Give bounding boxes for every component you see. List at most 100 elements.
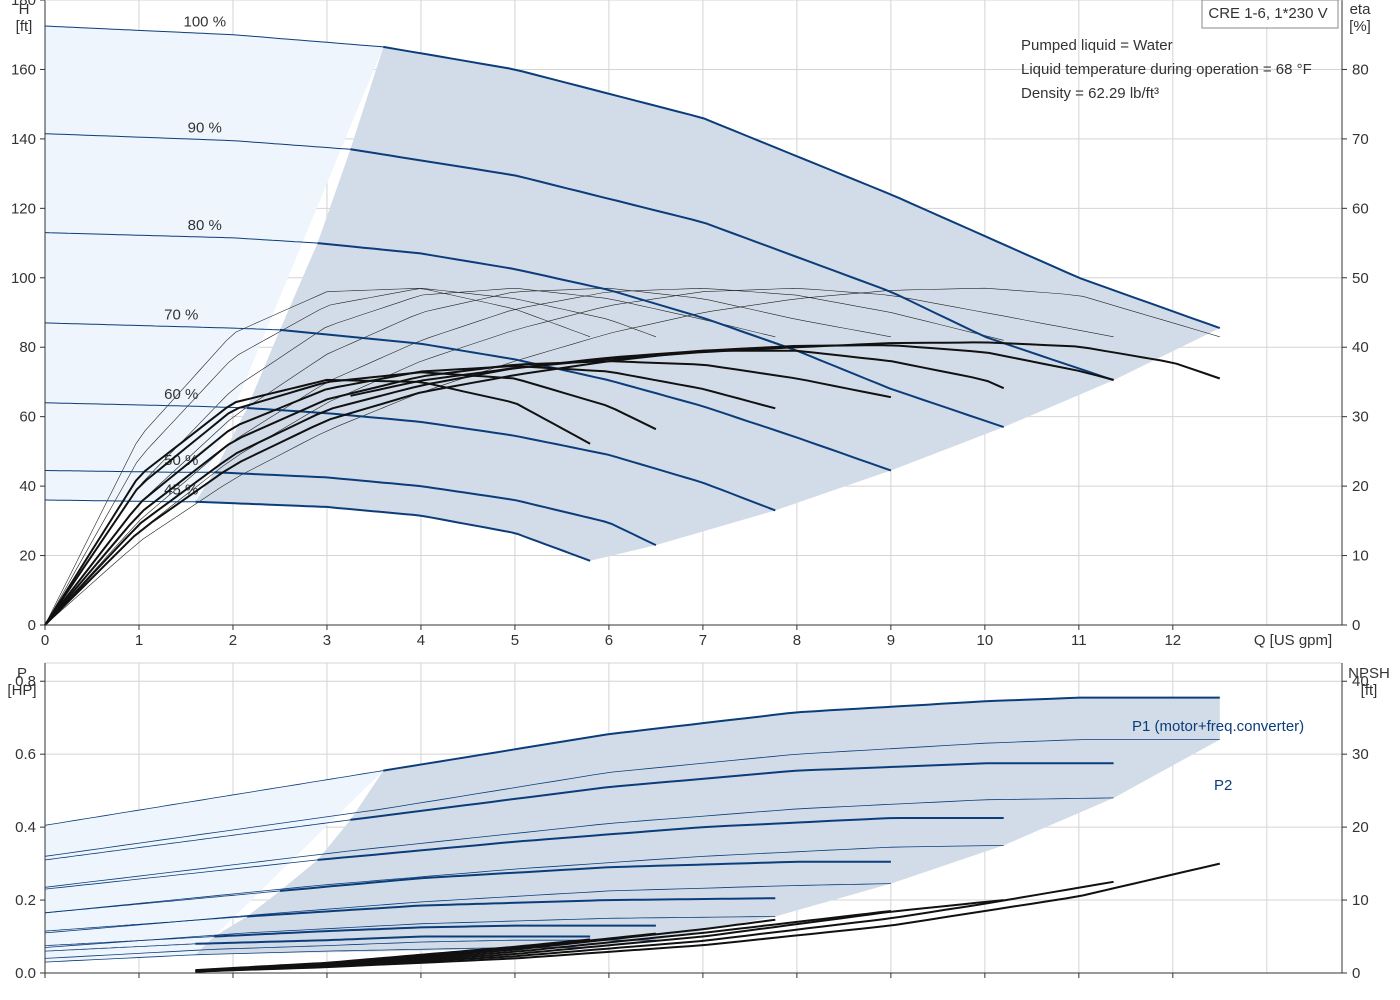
p1-curve-thin-3 bbox=[44, 890, 281, 914]
speed-label-2: 80 % bbox=[188, 217, 222, 234]
head-curve-thin-5 bbox=[45, 470, 215, 473]
head-efficiency-panel: 100 %90 %80 %70 %60 %50 %45 %02040608010… bbox=[11, 0, 1369, 649]
q-tick-label: 8 bbox=[793, 632, 801, 649]
head-curve-2 bbox=[317, 242, 1005, 429]
p-tick-label: 0.8 bbox=[15, 673, 36, 690]
q-tick-label: 2 bbox=[229, 632, 237, 649]
npsh-tick-label: 0 bbox=[1352, 965, 1360, 982]
head-curve-thin-2 bbox=[44, 232, 318, 244]
y-right-label-top-line2: [%] bbox=[1349, 18, 1371, 35]
eta-tick-label: 50 bbox=[1352, 270, 1369, 287]
h-tick-label: 20 bbox=[19, 548, 36, 565]
head-curve-0 bbox=[383, 45, 1221, 330]
npsh-tick-label: 40 bbox=[1352, 673, 1369, 690]
p2-curve-2 bbox=[44, 845, 1004, 914]
eta-tick-label: 20 bbox=[1352, 478, 1369, 495]
p-tick-label: 0.2 bbox=[15, 892, 36, 909]
x-axis-label: Q [US gpm] bbox=[1254, 632, 1332, 649]
h-tick-label: 80 bbox=[19, 339, 36, 356]
q-tick-label: 10 bbox=[977, 632, 994, 649]
p1-curve-3 bbox=[279, 860, 891, 892]
h-tick-label: 60 bbox=[19, 409, 36, 426]
p2-curve-1 bbox=[44, 797, 1114, 888]
info-line-3: Density = 62.29 lb/ft³ bbox=[1021, 85, 1159, 102]
title-box-text: CRE 1-6, 1*230 V bbox=[1208, 5, 1327, 22]
eta-tick-label: 0 bbox=[1352, 617, 1360, 634]
title-box bbox=[1201, 0, 1339, 29]
npsh-tick-label: 30 bbox=[1352, 746, 1369, 763]
eta-curve-5 bbox=[44, 378, 591, 626]
head-curve-thin-3 bbox=[44, 322, 281, 331]
q-tick-label: 0 bbox=[41, 632, 49, 649]
eta-tick-label: 60 bbox=[1352, 200, 1369, 217]
q-tick-label: 12 bbox=[1164, 632, 1181, 649]
p1-curve-thin-5 bbox=[44, 936, 215, 946]
p-tick-label: 0.6 bbox=[15, 746, 36, 763]
eta-range-curve-4 bbox=[44, 288, 776, 626]
q-tick-label: 6 bbox=[605, 632, 613, 649]
eta-curve-6 bbox=[350, 341, 1221, 397]
head-curve-5 bbox=[214, 471, 657, 547]
p1-curve-thin-0 bbox=[44, 770, 384, 826]
speed-label-5: 50 % bbox=[164, 452, 198, 469]
p1-curve-thin-1 bbox=[44, 819, 351, 861]
p1-curve-5 bbox=[214, 924, 656, 938]
power-region-light bbox=[45, 770, 384, 963]
h-tick-label: 140 bbox=[11, 131, 36, 148]
head-region-light bbox=[45, 26, 384, 502]
npsh-tick-label: 10 bbox=[1352, 892, 1369, 909]
p2-curve-0 bbox=[44, 739, 1220, 857]
q-tick-label: 9 bbox=[887, 632, 895, 649]
p1-curve-1 bbox=[350, 762, 1114, 821]
eta-tick-label: 80 bbox=[1352, 61, 1369, 78]
h-tick-label: 40 bbox=[19, 478, 36, 495]
info-line-1: Pumped liquid = Water bbox=[1021, 37, 1173, 54]
y-left-label-top-line1: H bbox=[19, 1, 30, 18]
speed-label-4: 60 % bbox=[164, 386, 198, 403]
q-tick-label: 3 bbox=[323, 632, 331, 649]
head-region-operating bbox=[195, 46, 1220, 561]
y-left-label-bottom-line1: P bbox=[17, 665, 27, 682]
p1-curve-4 bbox=[247, 897, 776, 918]
speed-label-1: 90 % bbox=[188, 120, 222, 137]
y-left-label-top-line2: [ft] bbox=[16, 18, 33, 35]
head-curve-thin-4 bbox=[44, 402, 248, 409]
y-right-label-bottom-line1: NPSH bbox=[1348, 665, 1390, 682]
npsh-tick-label: 20 bbox=[1352, 819, 1369, 836]
h-tick-label: 180 bbox=[11, 0, 36, 9]
p1-curve-6 bbox=[195, 935, 591, 945]
eta-range-curve-5 bbox=[44, 287, 657, 626]
p2-curve-5 bbox=[44, 939, 656, 959]
npsh-curve-6 bbox=[195, 938, 591, 972]
head-curve-6 bbox=[195, 500, 591, 562]
speed-label-3: 70 % bbox=[164, 307, 198, 324]
eta-tick-label: 10 bbox=[1352, 548, 1369, 565]
q-tick-label: 11 bbox=[1071, 632, 1087, 649]
eta-tick-label: 40 bbox=[1352, 339, 1369, 356]
p-tick-label: 0.4 bbox=[15, 819, 36, 836]
p1-curve-2 bbox=[317, 817, 1004, 861]
h-tick-label: 100 bbox=[11, 270, 36, 287]
eta-tick-label: 70 bbox=[1352, 131, 1369, 148]
p1-curve-0 bbox=[383, 696, 1220, 772]
p2-series-label: P2 bbox=[1214, 777, 1232, 794]
h-tick-label: 160 bbox=[11, 61, 36, 78]
head-curve-3 bbox=[279, 328, 892, 472]
eta-tick-label: 30 bbox=[1352, 409, 1369, 426]
eta-curve-2 bbox=[44, 360, 892, 626]
head-curve-thin-0 bbox=[44, 25, 384, 48]
head-curve-thin-1 bbox=[44, 133, 351, 150]
h-tick-label: 0 bbox=[28, 617, 36, 634]
y-right-label-top-line1: eta bbox=[1350, 1, 1372, 18]
eta-curve-0 bbox=[44, 344, 1114, 626]
eta-range-curve-3 bbox=[44, 287, 891, 626]
p-tick-label: 0.0 bbox=[15, 965, 36, 982]
q-tick-label: 7 bbox=[699, 632, 707, 649]
p1-series-label: P1 (motor+freq.converter) bbox=[1132, 718, 1304, 735]
q-tick-label: 5 bbox=[511, 632, 519, 649]
info-line-2: Liquid temperature during operation = 68… bbox=[1021, 61, 1312, 78]
eta-range-curve-6 bbox=[44, 287, 591, 626]
chart-text-layer: Pumped liquid = Water Liquid temperature… bbox=[7, 1, 1389, 794]
p1-curve-thin-2 bbox=[44, 859, 318, 890]
